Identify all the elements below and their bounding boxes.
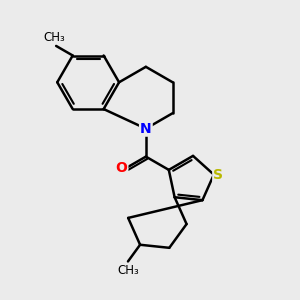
Text: CH₃: CH₃ (44, 32, 65, 44)
Text: CH₃: CH₃ (117, 264, 139, 278)
Text: N: N (140, 122, 152, 136)
Text: O: O (116, 161, 128, 175)
Text: S: S (213, 168, 223, 182)
